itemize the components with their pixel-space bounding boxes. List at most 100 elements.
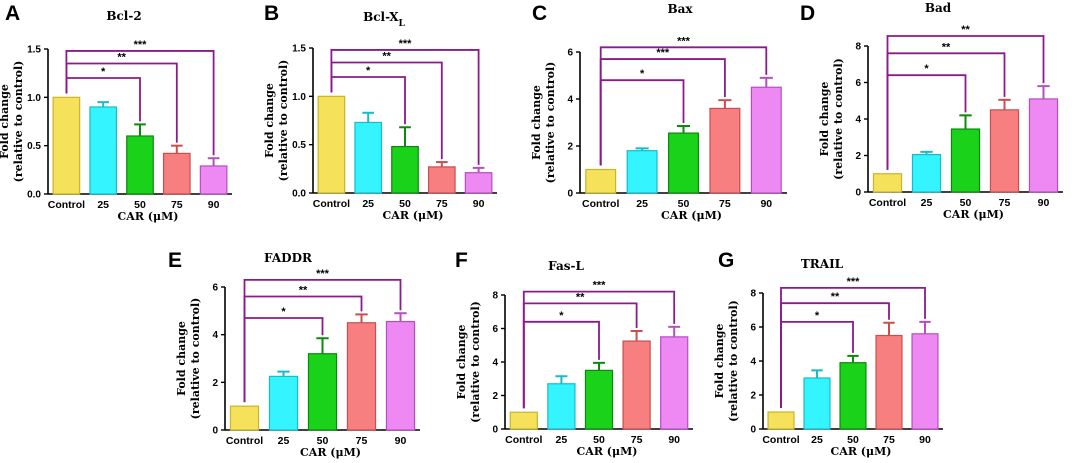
y-tick-label: 4 [750,357,756,368]
y-axis-label-line2: (relative to control) [189,298,202,420]
x-tick-label: Control [762,434,799,446]
y-axis-label: Fold change (relative to control) [263,60,290,182]
significance-bracket [65,50,215,156]
x-tick-label: 75 [999,197,1011,209]
x-tick-label: 90 [1038,197,1050,209]
y-axis-label-line2: (relative to control) [832,58,845,180]
significance-marker: ** [117,52,126,64]
x-tick-label: 25 [362,198,374,210]
bar-90 [660,336,689,430]
y-tick-label: 6 [212,283,218,294]
y-tick-label: 0.0 [27,190,41,201]
bar-control [767,411,795,430]
chart-title: Fas-L [548,259,584,273]
y-tick-label: 0 [212,426,218,437]
significance-marker: ** [942,41,951,53]
y-tick-label: 1.0 [292,92,306,103]
x-tick-label: 25 [278,435,290,447]
bar-control [509,411,538,430]
y-tick-label: 4 [855,115,861,126]
y-tick-label: 2 [855,151,861,162]
x-tick-label: 90 [668,434,680,446]
x-tick-label: 90 [208,199,220,211]
significance-bracket [780,287,926,408]
x-tick-label: 25 [556,434,568,446]
bar-50 [950,128,981,193]
y-tick-label: 0.0 [292,189,306,200]
y-tick-label: 0 [492,425,498,436]
panel-letter: D [800,2,815,25]
y-tick-label: 4 [567,95,573,106]
y-tick-label: 1.0 [27,93,41,104]
x-tick-label: 50 [399,198,411,210]
x-tick-label: 90 [919,434,931,446]
bar-90 [911,333,939,430]
panel-letter: A [5,2,20,25]
panel-letter: G [718,249,734,272]
chart-title: FADDR [264,251,313,265]
y-tick-label: 2 [750,391,756,402]
significance-marker: *** [399,38,413,50]
bar-control [52,96,81,195]
bar-control [585,168,617,194]
y-axis-label-line1: Fold change [818,82,831,157]
significance-marker: *** [134,39,148,51]
x-axis-label: CAR (μM) [831,445,892,458]
bar-75 [427,166,456,194]
significance-bracket [599,46,768,166]
x-tick-label: 25 [636,198,648,210]
y-axis-label: Fold change (relative to control) [175,298,202,420]
y-axis-label: Fold change (relative to control) [530,62,557,184]
bar-25 [626,150,658,194]
y-tick-label: 2 [212,378,218,389]
significance-bracket [522,302,638,409]
x-tick-label: Control [313,198,350,210]
bar-25 [89,106,118,195]
panel-letter: B [264,2,279,25]
y-tick-label: 0 [855,188,861,199]
bar-90 [1028,98,1059,193]
significance-marker: *** [316,268,330,280]
x-tick-label: 75 [436,198,448,210]
significance-bracket [886,52,1006,170]
y-axis-label: Fold change (relative to control) [0,61,25,183]
chart-panel-g: G TRAIL 0 2 4 6 8 Fold change (relative to contr… [713,249,943,458]
y-tick-label: 0.5 [292,140,306,151]
significance-marker: ** [382,51,391,63]
bar-90 [750,86,782,194]
significance-bracket [780,302,890,408]
bar-75 [622,340,651,430]
y-tick-label: 6 [855,78,861,89]
significance-marker: *** [677,35,691,47]
x-tick-label: 50 [317,435,329,447]
chart-panel-c: C Bax 0 2 4 6 Fold change (relative to control)… [530,2,787,222]
x-tick-label: 25 [811,434,823,446]
x-tick-label: 75 [883,434,895,446]
y-tick-label: 4 [492,358,498,369]
bar-75 [709,107,741,194]
x-tick-label: 75 [171,199,183,211]
chart-title: Bcl-2 [106,9,141,23]
y-axis-label-line2: (relative to control) [277,60,290,182]
chart-panel-e: E FADDR 0 2 4 6 Fold change (relative to contro… [168,249,420,459]
chart-panel-f: F Fas-L 0 2 4 6 8 Fold change (relative to contr… [455,249,693,458]
bar-50 [584,369,614,430]
x-axis-label: CAR (μM) [300,446,361,459]
panel-letter: F [455,249,468,272]
significance-marker: ** [299,285,308,297]
bar-75 [346,322,377,431]
x-tick-label: 50 [847,434,859,446]
x-axis-label: CAR (μM) [383,209,444,222]
bar-90 [464,172,493,194]
x-tick-label: 25 [97,199,109,211]
significance-bracket [886,35,1045,170]
bar-75 [989,109,1020,193]
x-tick-label: 75 [631,434,643,446]
x-axis-label: CAR (μM) [943,208,1004,221]
bar-50 [839,362,867,430]
bar-25 [547,383,576,430]
x-tick-label: 75 [356,435,368,447]
